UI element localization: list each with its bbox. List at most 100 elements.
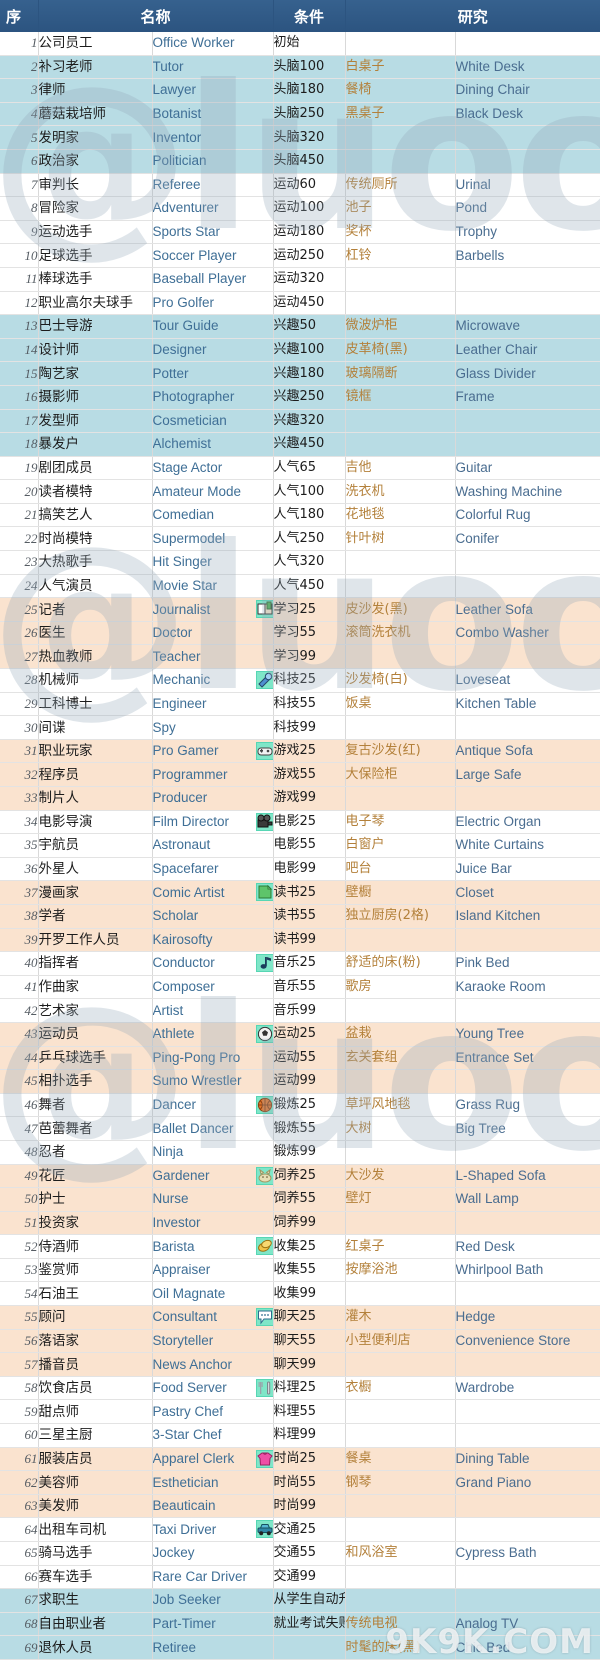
cell-research-en[interactable]: Dining Chair [455,78,600,103]
cell-name-cn[interactable]: 大热歌手 [38,550,153,575]
cell-condition[interactable]: 学习55 [273,621,346,646]
cell-research-en[interactable]: Hedge [455,1305,600,1330]
cell-research-en[interactable]: Frame [455,385,600,410]
cell-name-cn[interactable]: 饮食店员 [38,1376,153,1401]
cell-research-cn[interactable]: 奖杯 [345,220,456,245]
cell-condition[interactable]: 兴趣450 [273,432,346,457]
table-row[interactable]: 11 棒球选手 Baseball Player 运动320 [0,267,600,292]
cell-research-en[interactable] [455,1281,600,1307]
cell-research-en[interactable]: Washing Machine [455,479,600,504]
table-row[interactable]: 55 顾问 Consultant 聊天25 灌木 Hedge [0,1305,600,1330]
cell-name-cn[interactable]: 电影导演 [38,810,153,835]
cell-name-en[interactable]: Designer [152,338,274,363]
cell-name-en[interactable]: Film Director [152,810,274,835]
cell-index[interactable]: 32 [0,762,39,787]
cell-name-cn[interactable]: 顾问 [38,1305,153,1330]
cell-index[interactable]: 31 [0,739,39,764]
cell-index[interactable]: 38 [0,904,39,929]
cell-research-cn[interactable]: 池子 [345,196,456,221]
table-row[interactable]: 63 美发师 Beauticain 时尚99 [0,1494,600,1519]
cell-condition[interactable]: 兴趣320 [273,409,346,434]
cell-research-en[interactable] [455,1423,600,1448]
cell-name-cn[interactable]: 石油王 [38,1281,153,1307]
cell-index[interactable]: 1 [0,32,39,56]
cell-name-en[interactable]: Stage Actor [152,456,274,481]
table-row[interactable]: 7 审判长 Referee 运动60 传统厕所 Urinal [0,173,600,198]
cell-name-cn[interactable]: 读者模特 [38,479,153,504]
table-row[interactable]: 49 花匠 Gardener 饲养25 大沙发 L-Shaped Sofa [0,1164,600,1189]
cell-research-en[interactable]: Combo Washer [455,621,600,646]
table-row[interactable]: 59 甜点师 Pastry Chef 料理55 [0,1399,600,1425]
cell-research-en[interactable] [455,1069,600,1094]
cell-research-en[interactable] [455,1211,600,1236]
cell-research-cn[interactable]: 大树 [345,1116,456,1141]
cell-name-en[interactable]: Spy [152,715,274,740]
cell-index[interactable]: 4 [0,102,39,127]
cell-name-cn[interactable]: 暴发户 [38,432,153,457]
cell-research-cn[interactable]: 玄关套组 [345,1046,456,1071]
cell-name-cn[interactable]: 运动员 [38,1022,153,1047]
table-row[interactable]: 3 律师 Lawyer 头脑180 餐椅 Dining Chair [0,78,600,103]
cell-condition[interactable]: 运动100 [273,196,346,221]
cell-research-cn[interactable] [345,998,456,1023]
cell-index[interactable]: 41 [0,975,39,1000]
cell-research-cn[interactable]: 吧台 [345,857,456,882]
cell-condition[interactable]: 音乐55 [273,975,346,1000]
cell-research-en[interactable]: Island Kitchen [455,904,600,929]
cell-index[interactable]: 6 [0,149,39,174]
cell-condition[interactable]: 收集55 [273,1258,346,1283]
cell-research-cn[interactable]: 盆栽 [345,1022,456,1047]
cell-index[interactable]: 37 [0,880,39,905]
table-row[interactable]: 47 芭蕾舞者 Ballet Dancer 锻炼55 大树 Big Tree [0,1116,600,1141]
cell-research-en[interactable]: Grass Rug [455,1093,600,1118]
cell-name-en[interactable]: Taxi Driver [152,1517,274,1542]
cell-research-en[interactable] [455,1494,600,1519]
cell-condition[interactable]: 饲养55 [273,1187,346,1212]
cell-condition[interactable]: 锻炼99 [273,1140,346,1165]
cell-condition[interactable]: 运动55 [273,1046,346,1071]
cell-name-en[interactable]: Scholar [152,904,274,929]
cell-index[interactable]: 34 [0,810,39,835]
cell-index[interactable]: 21 [0,503,39,528]
cell-research-cn[interactable]: 大保险柜 [345,762,456,787]
table-row[interactable]: 69 退休人员 Retiree 时髦的床(黑) Chic Bed [0,1635,600,1660]
cell-research-en[interactable] [455,1565,600,1590]
cell-research-cn[interactable]: 微波炉柜 [345,314,456,339]
table-row[interactable]: 40 指挥者 Conductor 音乐25 舒适的床(粉) Pink Bed [0,951,600,976]
cell-research-cn[interactable] [345,32,456,56]
cell-index[interactable]: 39 [0,928,39,953]
table-row[interactable]: 68 自由职业者 Part-Timer 就业考试失败 传统电视 Analog TV [0,1612,600,1637]
cell-condition[interactable]: 料理25 [273,1376,346,1401]
cell-name-en[interactable]: Amateur Mode [152,479,274,504]
cell-research-en[interactable] [455,125,600,150]
cell-research-en[interactable]: Chic Bed [455,1635,600,1660]
cell-name-en[interactable]: Pro Golfer [152,291,274,316]
cell-name-cn[interactable]: 发明家 [38,125,153,150]
cell-name-en[interactable]: Spacefarer [152,857,274,882]
cell-index[interactable]: 62 [0,1470,39,1495]
cell-name-cn[interactable]: 开罗工作人员 [38,928,153,953]
table-row[interactable]: 53 鉴赏师 Appraiser 收集55 按摩浴池 Whirlpool Bath [0,1258,600,1283]
table-row[interactable]: 46 舞者 Dancer 锻炼25 草坪风地毯 Grass Rug [0,1093,600,1118]
cell-research-cn[interactable]: 白桌子 [345,55,456,80]
cell-research-cn[interactable]: 钢琴 [345,1470,456,1495]
cell-name-en[interactable]: Dancer [152,1093,274,1118]
cell-research-en[interactable]: Dining Table [455,1447,600,1472]
table-row[interactable]: 6 政治家 Politician 头脑450 [0,149,600,174]
cell-name-en[interactable]: Programmer [152,762,274,787]
cell-condition[interactable]: 音乐25 [273,951,346,976]
cell-condition[interactable]: 头脑100 [273,55,346,80]
cell-condition[interactable] [273,1635,346,1660]
cell-condition[interactable]: 交通99 [273,1565,346,1590]
cell-name-cn[interactable]: 程序员 [38,762,153,787]
cell-research-en[interactable]: Conifer [455,526,600,552]
cell-research-cn[interactable]: 花地毯 [345,503,456,528]
cell-research-cn[interactable] [345,574,456,599]
cell-index[interactable]: 20 [0,479,39,504]
cell-research-en[interactable]: Microwave [455,314,600,339]
cell-index[interactable]: 9 [0,220,39,245]
cell-index[interactable]: 5 [0,125,39,150]
cell-condition[interactable]: 聊天55 [273,1329,346,1354]
cell-name-cn[interactable]: 运动选手 [38,220,153,245]
cell-name-en[interactable]: Oil Magnate [152,1281,274,1307]
